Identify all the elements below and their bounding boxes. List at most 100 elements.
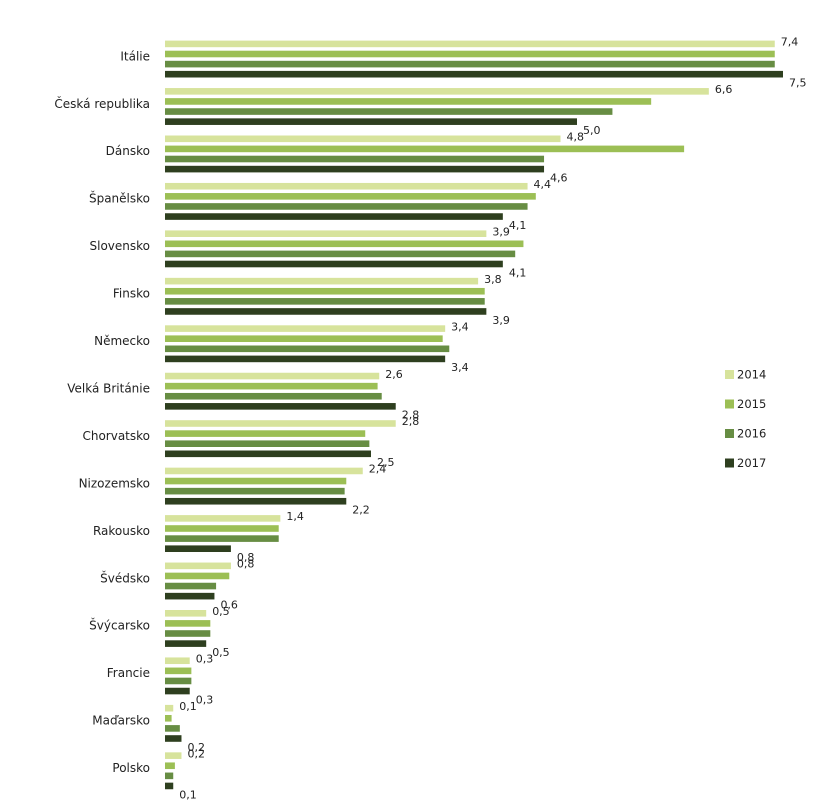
category-labels: Itálie Česká republika Dánsko Španělsko Slov…: [54, 49, 150, 775]
bar-svedsko-2014: [165, 562, 231, 570]
bar-ceska-republika-2015: [165, 98, 652, 105]
legend-label-2014: 2014: [737, 368, 766, 382]
bar-velka-britanie-2016: [165, 392, 382, 400]
bar-slovensko-2015: [165, 240, 524, 248]
data-label-dansko-2014: 4,8: [567, 131, 585, 144]
bar-chorvatsko-2014: [165, 420, 396, 427]
legend-swatch-2015: [725, 399, 734, 409]
bar-polsko-2014: [165, 752, 182, 759]
data-label-svycarsko-2017: 0,5: [212, 646, 230, 659]
data-label-nizozemsko-2017: 2,2: [352, 504, 370, 517]
bar-finsko-2016: [165, 298, 485, 305]
data-label-italie-2017: 7,5: [789, 77, 807, 90]
category-label-slovensko: Slovensko: [90, 239, 151, 253]
bar-chorvatsko-2015: [165, 430, 366, 437]
data-label-madarsko-2017: 0,2: [187, 741, 205, 754]
bar-rakousko-2015: [165, 525, 279, 532]
bar-spanelsko-2016: [165, 203, 528, 210]
bar-italie-2017: [165, 70, 783, 78]
category-label-francie: Francie: [107, 666, 150, 680]
data-label-nemecko-2017: 3,4: [451, 361, 469, 374]
bar-nizozemsko-2016: [165, 487, 345, 495]
category-label-finsko: Finsko: [113, 287, 150, 301]
data-label-francie-2014: 0,3: [196, 652, 214, 665]
bar-slovensko-2016: [165, 250, 516, 258]
bar-nizozemsko-2014: [165, 467, 363, 475]
data-label-finsko-2017: 3,9: [492, 314, 510, 327]
category-label-svycarsko: Švýcarsko: [89, 618, 150, 633]
bar-spanelsko-2017: [165, 213, 503, 220]
data-label-slovensko-2017: 4,1: [509, 266, 526, 279]
bar-ceska-republika-2017: [165, 118, 577, 125]
bar-nemecko-2016: [165, 345, 450, 353]
bar-spanelsko-2014: [165, 182, 528, 190]
data-label-ceska-republika-2017: 5,0: [583, 124, 601, 137]
data-label-rakousko-2017: 0,8: [237, 551, 255, 564]
bar-velka-britanie-2014: [165, 372, 380, 380]
bar-finsko-2015: [165, 287, 485, 295]
bar-finsko-2017: [165, 308, 487, 315]
data-label-francie-2017: 0,3: [196, 693, 214, 706]
data-label-chorvatsko-2014: 2,8: [402, 415, 420, 428]
data-label-svedsko-2017: 0,6: [220, 598, 238, 611]
bar-rakousko-2017: [165, 545, 231, 552]
bar-madarsko-2017: [165, 735, 182, 742]
bar-dansko-2016: [165, 155, 545, 163]
bar-slovensko-2014: [165, 230, 487, 237]
data-labels: 7,47,56,65,04,84,64,44,13,94,13,83,93,43…: [179, 36, 806, 800]
data-label-polsko-2014: 0,2: [187, 747, 205, 760]
category-label-ceska-republika: Česká republika: [54, 96, 150, 111]
category-label-dansko: Dánsko: [106, 144, 150, 158]
data-label-madarsko-2014: 0,1: [179, 700, 197, 713]
bar-finsko-2014: [165, 277, 479, 285]
data-label-svycarsko-2014: 0,5: [212, 605, 230, 618]
category-label-spanelsko: Španělsko: [89, 191, 150, 206]
category-label-madarsko: Maďarsko: [92, 714, 150, 728]
data-label-slovensko-2014: 3,9: [492, 225, 510, 238]
bar-dansko-2015: [165, 145, 685, 153]
data-label-chorvatsko-2017: 2,5: [377, 456, 395, 469]
data-label-spanelsko-2014: 4,4: [534, 178, 552, 191]
data-label-rakousko-2014: 1,4: [286, 510, 304, 523]
bar-francie-2015: [165, 667, 192, 675]
bar-spanelsko-2015: [165, 193, 536, 200]
bar-ceska-republika-2014: [165, 88, 709, 95]
bar-madarsko-2016: [165, 725, 180, 732]
category-label-nizozemsko: Nizozemsko: [79, 476, 150, 490]
data-label-nizozemsko-2014: 2,4: [369, 463, 387, 476]
category-label-chorvatsko: Chorvatsko: [82, 429, 150, 443]
bar-svycarsko-2015: [165, 620, 211, 627]
data-label-finsko-2014: 3,8: [484, 273, 502, 286]
data-label-italie-2014: 7,4: [781, 36, 799, 49]
bar-dansko-2014: [165, 135, 561, 143]
category-label-velka-britanie: Velká Británie: [67, 381, 150, 395]
data-label-velka-britanie-2014: 2,6: [385, 368, 403, 381]
bar-dansko-2017: [165, 165, 545, 173]
category-label-nemecko: Německo: [94, 334, 150, 348]
bar-svedsko-2015: [165, 572, 230, 580]
bar-chorvatsko-2016: [165, 440, 370, 447]
bar-italie-2014: [165, 40, 775, 48]
bar-francie-2016: [165, 677, 192, 685]
data-label-spanelsko-2017: 4,1: [509, 219, 526, 232]
data-label-nemecko-2014: 3,4: [451, 320, 469, 333]
category-label-italie: Itálie: [120, 49, 150, 63]
bar-nizozemsko-2017: [165, 497, 347, 505]
bar-polsko-2017: [165, 782, 174, 790]
bar-svycarsko-2014: [165, 610, 207, 617]
bar-francie-2014: [165, 657, 190, 665]
legend-label-2016: 2016: [737, 427, 766, 441]
bar-ceska-republika-2016: [165, 108, 613, 115]
legend: 2014 2015 2016 2017: [725, 368, 766, 470]
bar-polsko-2016: [165, 772, 174, 780]
bar-nemecko-2015: [165, 335, 443, 342]
bar-nizozemsko-2015: [165, 477, 347, 485]
bar-nemecko-2017: [165, 355, 446, 363]
bar-francie-2017: [165, 687, 190, 695]
bar-slovensko-2017: [165, 260, 503, 268]
data-label-dansko-2017: 4,6: [550, 171, 568, 184]
data-label-svedsko-2014: 0,8: [237, 558, 255, 571]
bar-madarsko-2015: [165, 715, 172, 722]
bar-svycarsko-2017: [165, 640, 207, 647]
bar-svedsko-2017: [165, 592, 215, 600]
